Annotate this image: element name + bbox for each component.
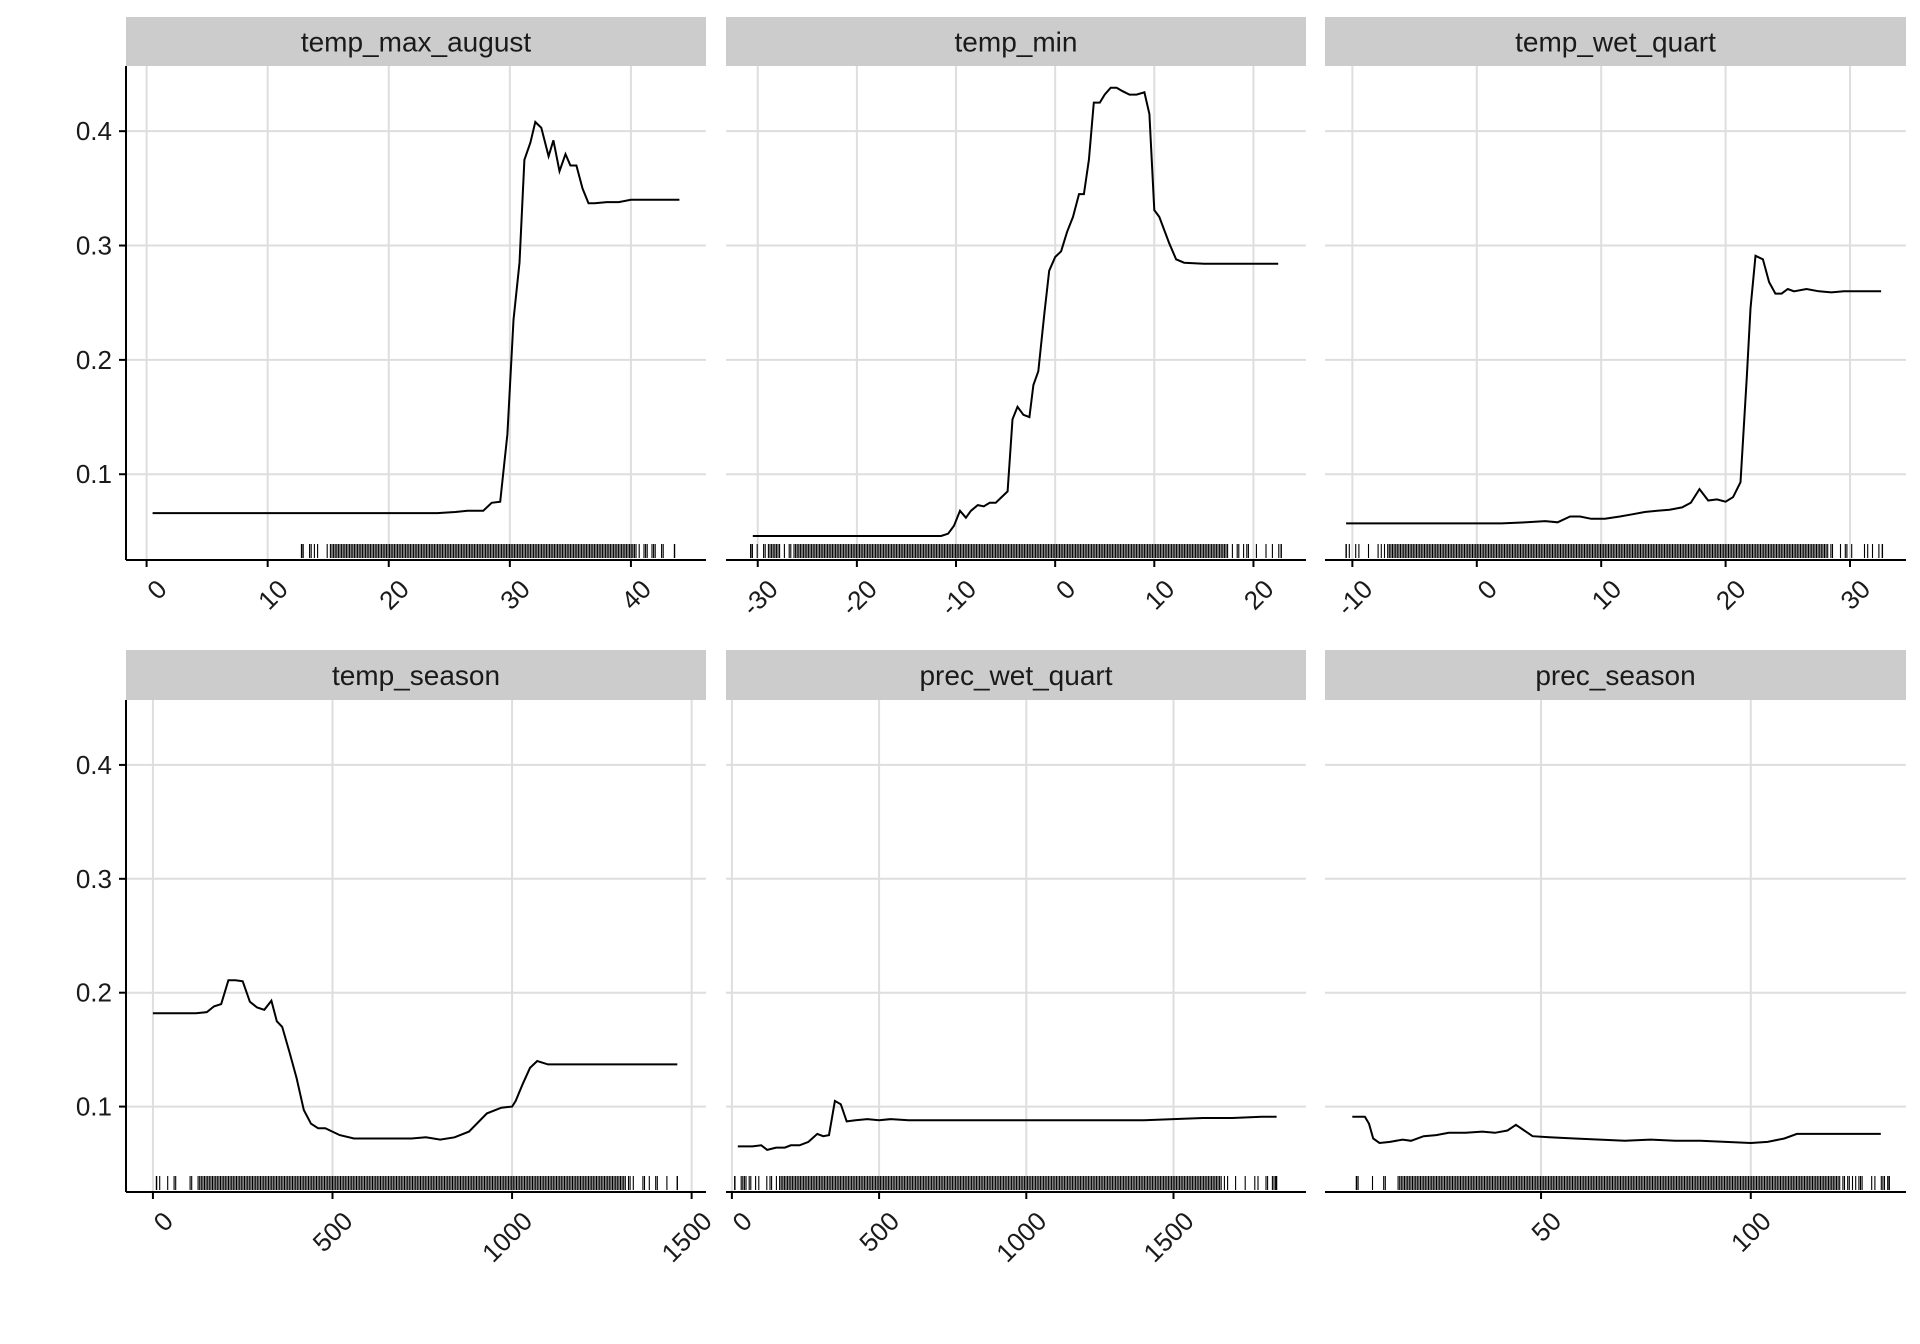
rug-marks (734, 1176, 1278, 1190)
x-tick-label: 1000 (476, 1206, 538, 1268)
strip-background (726, 650, 1306, 700)
x-tick-label: 0 (1050, 574, 1081, 605)
x-tick-label: -10 (934, 574, 982, 622)
y-tick-label: 0.4 (76, 116, 112, 146)
x-tick-label: 30 (494, 574, 536, 616)
panel-temp-max-august: temp_max_august 0.1 0.2 0.3 0.4 0 10 20 30 40 (76, 17, 706, 615)
panel-prec-season: prec_season 50 100 (1325, 650, 1906, 1258)
x-tick-label: 1500 (656, 1206, 718, 1268)
x-tick-label: 40 (615, 574, 657, 616)
y-tick-label: 0.1 (76, 1092, 112, 1122)
panel-temp-wet-quart: temp_wet_quart -10 0 10 20 30 (1325, 17, 1906, 622)
series-line (752, 86, 1279, 537)
rug-marks (1345, 544, 1884, 558)
x-tick-label: 500 (307, 1206, 359, 1258)
x-tick-label: 10 (1586, 574, 1628, 616)
strip-background (126, 17, 706, 66)
x-tick-label: 50 (1525, 1206, 1567, 1248)
panel-prec-wet-quart: prec_wet_quart 0 500 1000 1500 (726, 650, 1306, 1268)
rug-marks (750, 544, 1282, 558)
strip-background (126, 650, 706, 700)
x-tick-label: 20 (373, 574, 415, 616)
strip-title: temp_wet_quart (1515, 27, 1716, 58)
y-tick-label: 0.1 (76, 459, 112, 489)
rug-marks (155, 1176, 678, 1190)
x-tick-label: 1500 (1137, 1206, 1199, 1268)
y-tick-label: 0.4 (76, 750, 112, 780)
strip-background (1325, 650, 1906, 700)
x-tick-label: 10 (1139, 574, 1181, 616)
x-tick-label: 0 (141, 574, 172, 605)
rug-marks (300, 544, 676, 558)
strip-background (726, 17, 1306, 66)
x-tick-label: 100 (1725, 1206, 1777, 1258)
x-tick-label: 1000 (990, 1206, 1052, 1268)
strip-title: temp_season (332, 660, 500, 691)
series-line (737, 1099, 1277, 1151)
strip-title: prec_wet_quart (919, 660, 1112, 691)
strip-background (1325, 17, 1906, 66)
x-tick-label: 20 (1710, 574, 1752, 616)
x-tick-label: 0 (726, 1206, 757, 1237)
series-line (152, 120, 680, 515)
panel-temp-season: temp_season 0.1 0.2 0.3 0.4 0 500 1000 1500 (76, 650, 718, 1268)
y-tick-label: 0.3 (76, 231, 112, 261)
strip-title: temp_max_august (301, 27, 532, 58)
series-line (1352, 1115, 1881, 1145)
x-tick-label: -30 (736, 574, 784, 622)
x-tick-label: -10 (1331, 574, 1379, 622)
y-tick-label: 0.2 (76, 345, 112, 375)
x-tick-label: 0 (148, 1206, 179, 1237)
strip-title: prec_season (1535, 660, 1695, 691)
x-tick-label: 10 (252, 574, 294, 616)
x-tick-label: 30 (1834, 574, 1876, 616)
x-tick-label: -20 (835, 574, 883, 622)
panel-temp-min: temp_min -30 -20 -10 0 10 20 (726, 17, 1306, 622)
series-line (152, 979, 678, 1141)
x-tick-label: 500 (853, 1206, 905, 1258)
y-tick-label: 0.2 (76, 978, 112, 1008)
strip-title: temp_min (955, 27, 1078, 58)
x-tick-label: 20 (1238, 574, 1280, 616)
series-line (1346, 254, 1882, 525)
rug-marks (1355, 1176, 1890, 1190)
y-tick-label: 0.3 (76, 864, 112, 894)
x-tick-label: 0 (1471, 574, 1502, 605)
